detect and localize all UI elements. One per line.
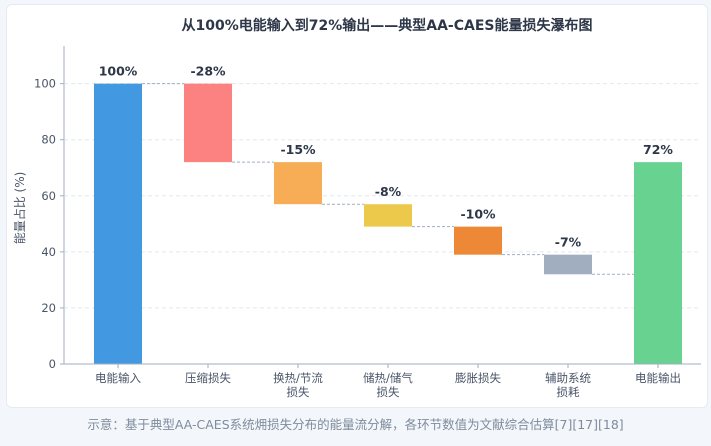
x-tick-label-line: 损耗	[557, 385, 580, 399]
x-tick-label: 压缩损失	[185, 371, 231, 385]
x-tick-label: 辅助系统损耗	[545, 371, 591, 399]
bar-value-label: -10%	[460, 207, 496, 222]
bar-1	[94, 83, 142, 365]
x-tick-label-line: 损失	[287, 385, 310, 399]
x-tick-label: 换热/节流损失	[273, 371, 323, 399]
waterfall-chart: 从100%电能输入到72%输出——典型AA-CAES能量损失瀑布图 能量占比 (…	[12, 17, 701, 399]
x-tick-label-line: 膨胀损失	[455, 371, 501, 385]
bar-2	[184, 83, 232, 163]
x-tick-label-line: 储热/储气	[363, 371, 413, 385]
bar-6	[544, 254, 592, 275]
bar-7	[634, 162, 682, 364]
x-tick-label-line: 电能输入	[95, 371, 141, 385]
y-tick-label: 60	[41, 189, 56, 203]
bar-value-label: 100%	[99, 64, 138, 79]
bar-value-label: -7%	[555, 235, 582, 250]
x-tick-label-line: 电能输出	[635, 371, 681, 385]
y-tick-label: 0	[49, 357, 56, 371]
bar-value-label: 72%	[643, 142, 673, 157]
y-axis-label: 能量占比 (%)	[12, 172, 27, 245]
x-tick-label-line: 压缩损失	[185, 371, 231, 385]
bar-5	[454, 226, 502, 255]
y-tick-label: 80	[41, 133, 56, 147]
bar-4	[364, 204, 412, 227]
x-tick-label: 膨胀损失	[455, 371, 501, 385]
chart-title: 从100%电能输入到72%输出——典型AA-CAES能量损失瀑布图	[182, 17, 593, 34]
x-tick-label-line: 换热/节流	[273, 371, 323, 385]
bar-value-label: -8%	[375, 184, 402, 199]
y-tick-label: 100	[34, 77, 56, 91]
x-tick-label: 电能输出	[635, 371, 681, 385]
x-tick-label: 储热/储气损失	[363, 371, 413, 399]
footnote-caption: 示意：基于典型AA-CAES系统㶲损失分布的能量流分解，各环节数值为文献综合估算…	[87, 417, 624, 432]
bar-value-label: -28%	[190, 64, 226, 79]
y-tick-label: 20	[41, 301, 56, 315]
bar-value-label: -15%	[280, 142, 316, 157]
y-tick-label: 40	[41, 245, 56, 259]
x-tick-label-line: 损失	[377, 385, 400, 399]
bar-3	[274, 162, 322, 205]
x-tick-label: 电能输入	[95, 371, 141, 385]
x-tick-label-line: 辅助系统	[545, 371, 591, 385]
